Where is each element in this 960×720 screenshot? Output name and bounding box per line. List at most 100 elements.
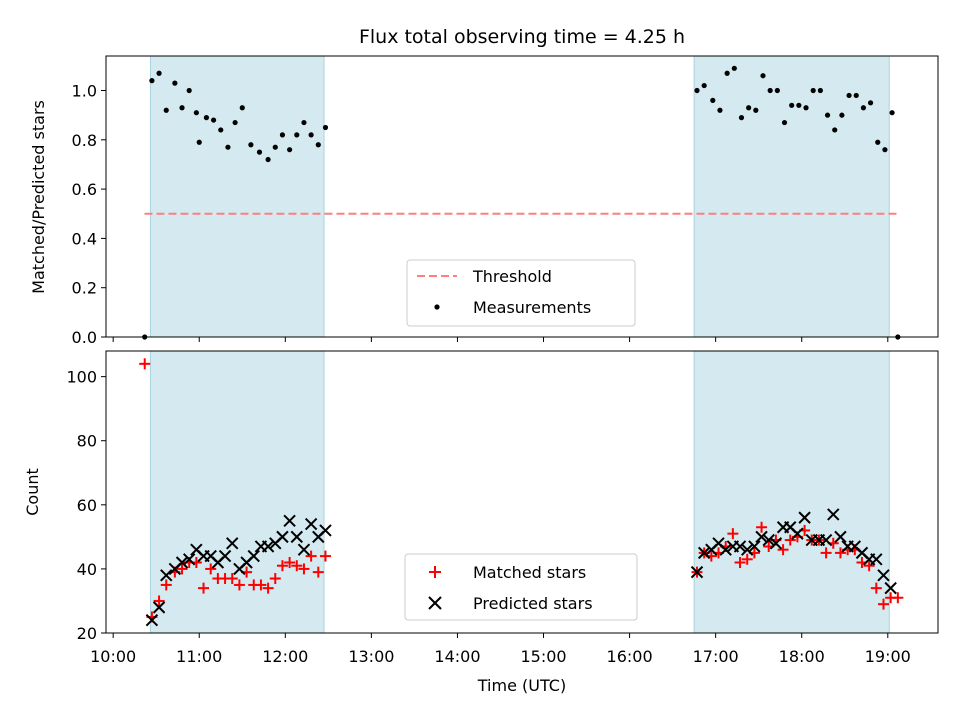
- predicted-legend-label: Predicted stars: [473, 594, 593, 613]
- measurement-point: [882, 147, 888, 153]
- measurement-point: [717, 107, 723, 113]
- measurement-point: [781, 119, 788, 126]
- predicted-star-point: [690, 565, 704, 579]
- ratio-y-tick-label: 0.6: [72, 180, 97, 199]
- measurement-point: [279, 132, 286, 138]
- x-tick-label: 14:00: [434, 647, 480, 666]
- ratio-panel: 0.0 0.2 0.4 0.6 0.8 1.0 Flux total observing …: [29, 26, 939, 347]
- measurement-point: [824, 112, 831, 118]
- threshold-legend-label: Threshold: [472, 267, 552, 286]
- measurements-legend-swatch: [434, 304, 440, 310]
- predicted-star-point: [819, 533, 833, 547]
- predicted-star-point: [218, 549, 232, 563]
- predicted-star-point: [791, 527, 804, 540]
- measurement-point: [846, 92, 852, 99]
- measurement-point: [239, 105, 245, 111]
- measurement-point: [760, 73, 766, 79]
- ratio-y-tick-label: 0.2: [72, 279, 97, 298]
- measurement-point: [149, 78, 155, 84]
- measurement-point: [272, 144, 278, 150]
- predicted-star-point: [834, 530, 847, 544]
- count-x-ticks: 10:00 11:00 12:00 13:00 14:00 15:00 16:00 17:00…: [90, 633, 911, 666]
- matched-star-point: [741, 553, 753, 565]
- x-tick-label: 13:00: [348, 647, 394, 666]
- matched-star-point: [262, 582, 274, 594]
- predicted-stars-points: [145, 508, 897, 627]
- count-y-tick-label: 80: [77, 432, 97, 451]
- measurement-point: [218, 127, 224, 133]
- matched-legend-swatch: [429, 566, 441, 578]
- x-tick-label: 15:00: [520, 647, 566, 666]
- predicted-star-point: [741, 543, 754, 556]
- measurement-point: [301, 119, 307, 126]
- measurement-point: [193, 110, 199, 116]
- predicted-star-point: [247, 549, 260, 563]
- predicted-star-point: [769, 537, 783, 550]
- observing-window-1: [149, 55, 325, 338]
- measurement-point: [738, 115, 745, 121]
- measurement-point: [308, 132, 314, 138]
- measurement-point: [875, 139, 881, 145]
- matched-legend-label: Matched stars: [473, 563, 586, 582]
- measurement-point: [701, 82, 707, 89]
- count-y-tick-label: 40: [77, 560, 97, 579]
- observing-window-2: [693, 55, 890, 338]
- measurement-point: [156, 70, 162, 76]
- ratio-y-tick-label: 0.0: [72, 328, 97, 347]
- count-y-tick-label: 60: [77, 496, 97, 515]
- measurement-point: [172, 80, 178, 86]
- matched-star-point: [198, 582, 210, 594]
- count-y-tick-label: 20: [77, 624, 97, 643]
- measurement-point: [724, 70, 730, 76]
- predicted-star-point: [762, 533, 775, 547]
- matched-star-point: [226, 573, 238, 585]
- measurement-point: [767, 87, 773, 94]
- measurement-point: [179, 105, 185, 111]
- ratio-x-ticks: [112, 337, 889, 342]
- matched-star-point: [255, 579, 267, 591]
- measurement-point: [163, 107, 169, 113]
- matched-star-point: [319, 550, 331, 562]
- observing-window-bottom-2: [693, 350, 890, 634]
- ratio-legend-box: [406, 259, 636, 327]
- measurement-point: [196, 139, 202, 145]
- matched-star-point: [312, 566, 324, 578]
- measurement-point: [889, 110, 895, 116]
- matched-star-point: [160, 579, 172, 591]
- x-tick-label: 17:00: [693, 647, 739, 666]
- predicted-star-point: [160, 569, 173, 582]
- matched-star-point: [784, 534, 796, 546]
- ratio-y-tick-label: 0.4: [72, 229, 97, 248]
- measurement-point: [774, 87, 780, 94]
- measurement-point: [322, 124, 329, 131]
- ratio-axes-frame: [105, 55, 939, 338]
- x-tick-label: 19:00: [865, 647, 911, 666]
- measurement-points: [142, 65, 901, 340]
- count-y-axis-label: Count: [23, 468, 42, 516]
- predicted-star-point: [290, 530, 303, 544]
- ratio-y-tick-label: 1.0: [72, 82, 97, 101]
- ratio-y-ticks: 0.0 0.2 0.4 0.6 0.8 1.0: [72, 82, 106, 347]
- predicted-star-point: [226, 537, 239, 550]
- ratio-legend: Threshold Measurements: [406, 259, 636, 327]
- predicted-star-point: [175, 556, 189, 569]
- matched-star-point: [176, 563, 188, 575]
- predicted-star-point: [152, 601, 166, 614]
- x-tick-label: 12:00: [262, 647, 308, 666]
- matched-star-point: [877, 598, 889, 610]
- x-tick-label: 10:00: [90, 647, 136, 666]
- measurements-legend-label: Measurements: [473, 298, 591, 317]
- matched-star-point: [870, 582, 882, 594]
- chart-title: Flux total observing time = 4.25 h: [359, 26, 685, 48]
- x-tick-label: 16:00: [607, 647, 653, 666]
- x-tick-label: 18:00: [779, 647, 825, 666]
- measurement-point: [186, 87, 192, 94]
- measurement-point: [731, 65, 737, 71]
- observing-window-bottom-1: [149, 350, 325, 634]
- predicted-star-point: [697, 546, 711, 560]
- measurement-point: [294, 132, 300, 138]
- predicted-star-point: [755, 530, 768, 544]
- predicted-star-point: [719, 543, 732, 556]
- measurement-point: [694, 87, 700, 94]
